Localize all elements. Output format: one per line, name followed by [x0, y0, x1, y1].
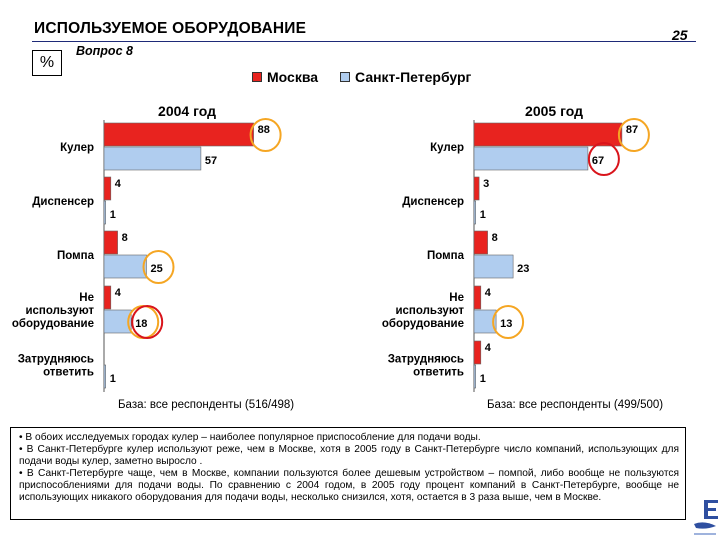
brand-logo-fragment [694, 500, 718, 535]
slide-title: ИСПОЛЬЗУЕМОЕ ОБОРУДОВАНИЕ [34, 20, 307, 37]
value-label-2004-2-1: 25 [151, 263, 163, 275]
value-label-2005-1-0: 3 [483, 178, 489, 190]
base-note-2005: База: все респонденты (499/500) [487, 399, 664, 411]
category-label-2005-2: Помпа [427, 250, 465, 262]
unit-badge: % [32, 50, 62, 76]
base-note-2004: База: все респонденты (516/498) [118, 399, 295, 411]
legend-label-spb: Санкт-Петербург [355, 69, 472, 85]
category-label-2005-4: Затрудняюсь ответить [388, 354, 464, 379]
highlight-circle-2004-1 [142, 250, 175, 284]
legend-swatch-moscow [252, 72, 262, 82]
category-label-2005-0: Кулер [430, 142, 464, 154]
highlight-circle-2005-1 [587, 142, 620, 176]
category-label-2004-0: Кулер [60, 142, 94, 154]
value-label-2005-2-1: 23 [517, 263, 529, 275]
bar-2005-4-0 [473, 340, 482, 365]
legend-label-moscow: Москва [267, 69, 319, 85]
bar-2005-3-1 [473, 309, 497, 334]
bar-charts: 2004 год Кулер 88 57 Диспенсер 4 1 Помпа 8 25 Не ис… [12, 103, 650, 392]
title-rule [32, 41, 696, 42]
value-label-2004-3-0: 4 [115, 287, 122, 299]
value-label-2004-0-0: 88 [258, 124, 270, 136]
note-2: • В Санкт-Петербурге кулер используют ре… [19, 444, 679, 468]
category-label-2004-1: Диспенсер [32, 196, 94, 208]
highlight-circle-2004-0 [249, 118, 282, 152]
value-label-2005-0-0: 87 [626, 124, 638, 136]
value-label-2004-0-1: 57 [205, 155, 217, 167]
question-label: Вопрос 8 [76, 44, 133, 58]
value-label-2005-3-1: 13 [500, 318, 512, 330]
value-label-2004-2-0: 8 [122, 232, 128, 244]
bar-2005-2-1 [473, 254, 514, 279]
value-label-2005-2-0: 8 [492, 232, 498, 244]
bar-2005-0-0 [473, 122, 623, 147]
value-label-2004-4-1: 1 [110, 373, 116, 385]
value-label-2005-4-1: 1 [480, 373, 486, 385]
note-1: • В обоих исследуемых городах кулер – на… [19, 432, 481, 443]
chart-title-2004: 2004 год [158, 103, 216, 119]
bar-2004-1-1 [103, 200, 107, 225]
bar-2005-3-0 [473, 285, 482, 310]
bar-2004-4-1 [103, 364, 107, 389]
value-label-2004-3-1: 18 [135, 318, 147, 330]
value-label-2004-1-0: 4 [115, 178, 122, 190]
category-label-2004-2: Помпа [57, 250, 95, 262]
value-label-2005-0-1: 67 [592, 155, 604, 167]
note-3: • В Санкт-Петербурге чаще, чем в Москве,… [19, 468, 679, 504]
chart-title-2005: 2005 год [525, 103, 583, 119]
bar-2005-0-1 [473, 146, 589, 171]
legend-item-spb: Санкт-Петербург [340, 69, 471, 85]
bar-2005-2-0 [473, 230, 488, 255]
bar-2004-1-0 [103, 176, 112, 201]
category-label-2004-4: Затрудняюсь ответить [18, 354, 94, 379]
highlight-circle-2005-2 [492, 305, 525, 339]
category-label-2004-3: Не используют оборудование [12, 292, 95, 330]
category-label-2005-3: Не используют оборудование [382, 292, 465, 330]
value-label-2005-3-0: 4 [485, 287, 492, 299]
bar-2005-1-1 [473, 200, 477, 225]
bar-2004-2-1 [103, 254, 147, 279]
legend: Москва Санкт-Петербург [252, 69, 493, 85]
bar-2004-0-1 [103, 146, 202, 171]
value-label-2004-1-1: 1 [110, 209, 116, 221]
category-label-2005-1: Диспенсер [402, 196, 464, 208]
value-label-2005-1-1: 1 [480, 209, 486, 221]
value-label-2005-4-0: 4 [485, 342, 492, 354]
highlight-circle-2005-0 [617, 118, 650, 152]
bar-2004-3-1 [103, 309, 132, 334]
bar-2004-3-0 [103, 285, 112, 310]
legend-item-moscow: Москва [252, 69, 318, 85]
legend-swatch-spb [340, 72, 351, 82]
bar-2004-0-0 [103, 122, 254, 147]
bar-2005-1-0 [473, 176, 480, 201]
bar-2005-4-1 [473, 364, 477, 389]
highlight-circle-2004-3 [131, 305, 164, 339]
notes-box: • В обоих исследуемых городах кулер – на… [10, 427, 686, 520]
bar-2004-2-0 [103, 230, 118, 255]
page-number: 25 [672, 27, 688, 43]
